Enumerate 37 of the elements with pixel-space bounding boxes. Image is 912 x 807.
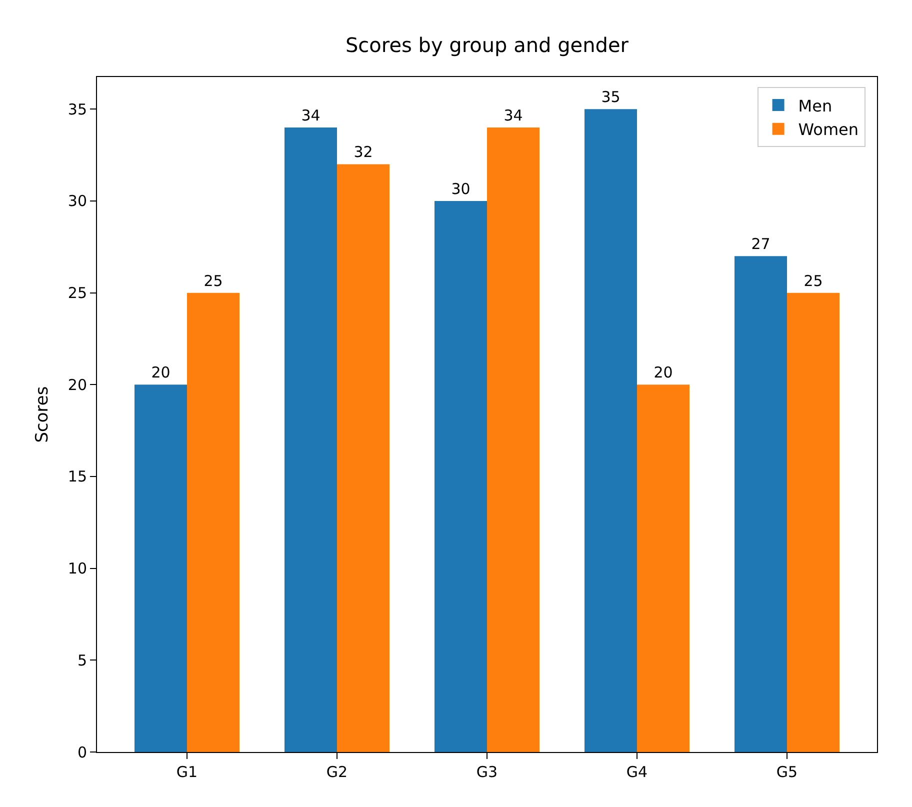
bar: [337, 164, 390, 752]
data-label: 25: [204, 272, 223, 290]
bar: [637, 384, 690, 752]
data-label: 32: [354, 143, 373, 162]
y-tick-label: 25: [68, 284, 87, 302]
x-tick-label: G1: [176, 763, 198, 781]
x-tick-label: G3: [476, 763, 498, 781]
legend-label: Men: [798, 96, 832, 116]
y-tick-label: 5: [77, 651, 87, 670]
legend-label: Women: [798, 120, 859, 140]
y-tick-label: 35: [68, 100, 87, 118]
bar: [584, 109, 637, 752]
bar: [434, 200, 487, 752]
data-label: 34: [504, 106, 523, 125]
y-tick-label: 20: [68, 376, 87, 394]
data-label: 30: [451, 180, 470, 198]
bar: [284, 128, 337, 752]
bar: [734, 256, 787, 752]
bar: [187, 292, 240, 752]
y-axis-title: Scores: [32, 386, 52, 443]
y-tick-label: 10: [68, 560, 87, 578]
y-tick-label: 0: [77, 743, 87, 762]
y-tick-label: 30: [68, 192, 87, 210]
bar: [787, 292, 840, 752]
data-label: 20: [151, 364, 170, 382]
data-label: 25: [804, 272, 823, 290]
bar: [134, 384, 187, 752]
x-tick-label: G4: [626, 763, 648, 781]
chart-title: Scores by group and gender: [345, 33, 630, 57]
data-label: 35: [601, 88, 620, 106]
data-label: 27: [751, 235, 770, 254]
y-tick-label: 15: [68, 468, 87, 486]
data-label: 20: [654, 364, 673, 382]
data-label: 34: [301, 106, 320, 125]
x-tick-label: G2: [326, 763, 348, 781]
bar: [487, 128, 540, 752]
x-tick-label: G5: [776, 763, 798, 781]
